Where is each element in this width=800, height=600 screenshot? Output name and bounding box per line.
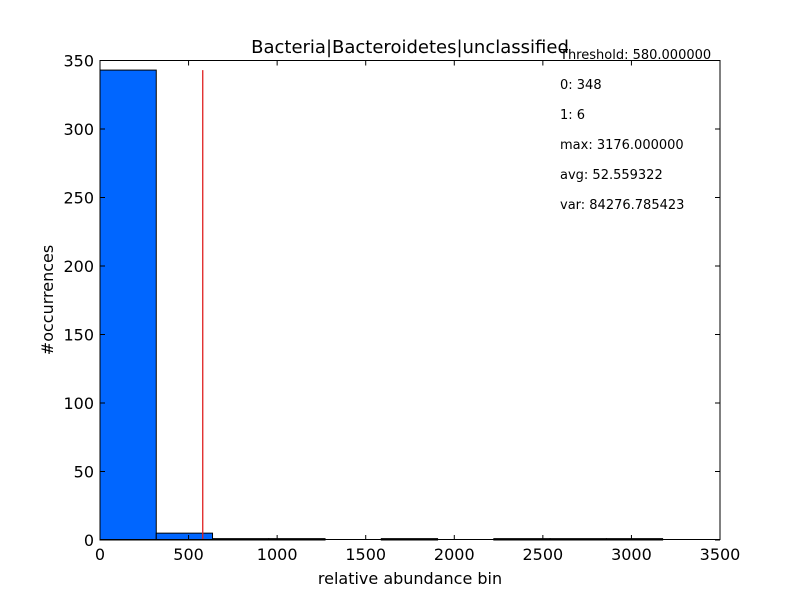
y-tick-label: 350 xyxy=(63,52,94,71)
x-tick-label: 2500 xyxy=(522,545,563,564)
y-tick-label: 100 xyxy=(63,394,94,413)
x-tick-label: 1000 xyxy=(257,545,298,564)
y-tick-label: 300 xyxy=(63,120,94,139)
stats-annotations: Threshold: 580.000000 0: 348 1: 6 max: 3… xyxy=(560,0,800,600)
histogram-bar xyxy=(99,69,157,541)
x-tick-label: 3000 xyxy=(611,545,652,564)
stat-max: max: 3176.000000 xyxy=(560,138,684,153)
stat-one-count: 1: 6 xyxy=(560,108,586,123)
chart-title: Bacteria|Bacteroidetes|unclassified xyxy=(251,37,569,58)
y-axis-label: #occurrences xyxy=(38,245,57,355)
x-tick-label: 3500 xyxy=(700,545,741,564)
x-tick-label: 2000 xyxy=(434,545,475,564)
y-tick-label: 150 xyxy=(63,326,94,345)
x-axis-ticks: 0 500 1000 1500 2000 2500 3000 3500 xyxy=(95,60,741,564)
x-tick-label: 500 xyxy=(173,545,204,564)
histogram-bar xyxy=(155,532,214,541)
y-tick-label: 0 xyxy=(84,531,94,550)
stat-avg: avg: 52.559322 xyxy=(560,168,663,183)
plot-frame xyxy=(99,60,721,540)
y-tick-label: 50 xyxy=(74,463,94,482)
y-axis-ticks: 0 50 100 150 200 250 300 350 xyxy=(63,52,720,550)
x-axis-label: relative abundance bin xyxy=(318,569,502,588)
x-tick-label: 1500 xyxy=(345,545,386,564)
x-tick-label: 0 xyxy=(95,545,105,564)
y-tick-label: 250 xyxy=(63,189,94,208)
stat-var: var: 84276.785423 xyxy=(560,198,685,213)
stat-zero-count: 0: 348 xyxy=(560,78,602,93)
y-tick-label: 200 xyxy=(63,257,94,276)
stat-threshold: Threshold: 580.000000 xyxy=(560,48,712,63)
